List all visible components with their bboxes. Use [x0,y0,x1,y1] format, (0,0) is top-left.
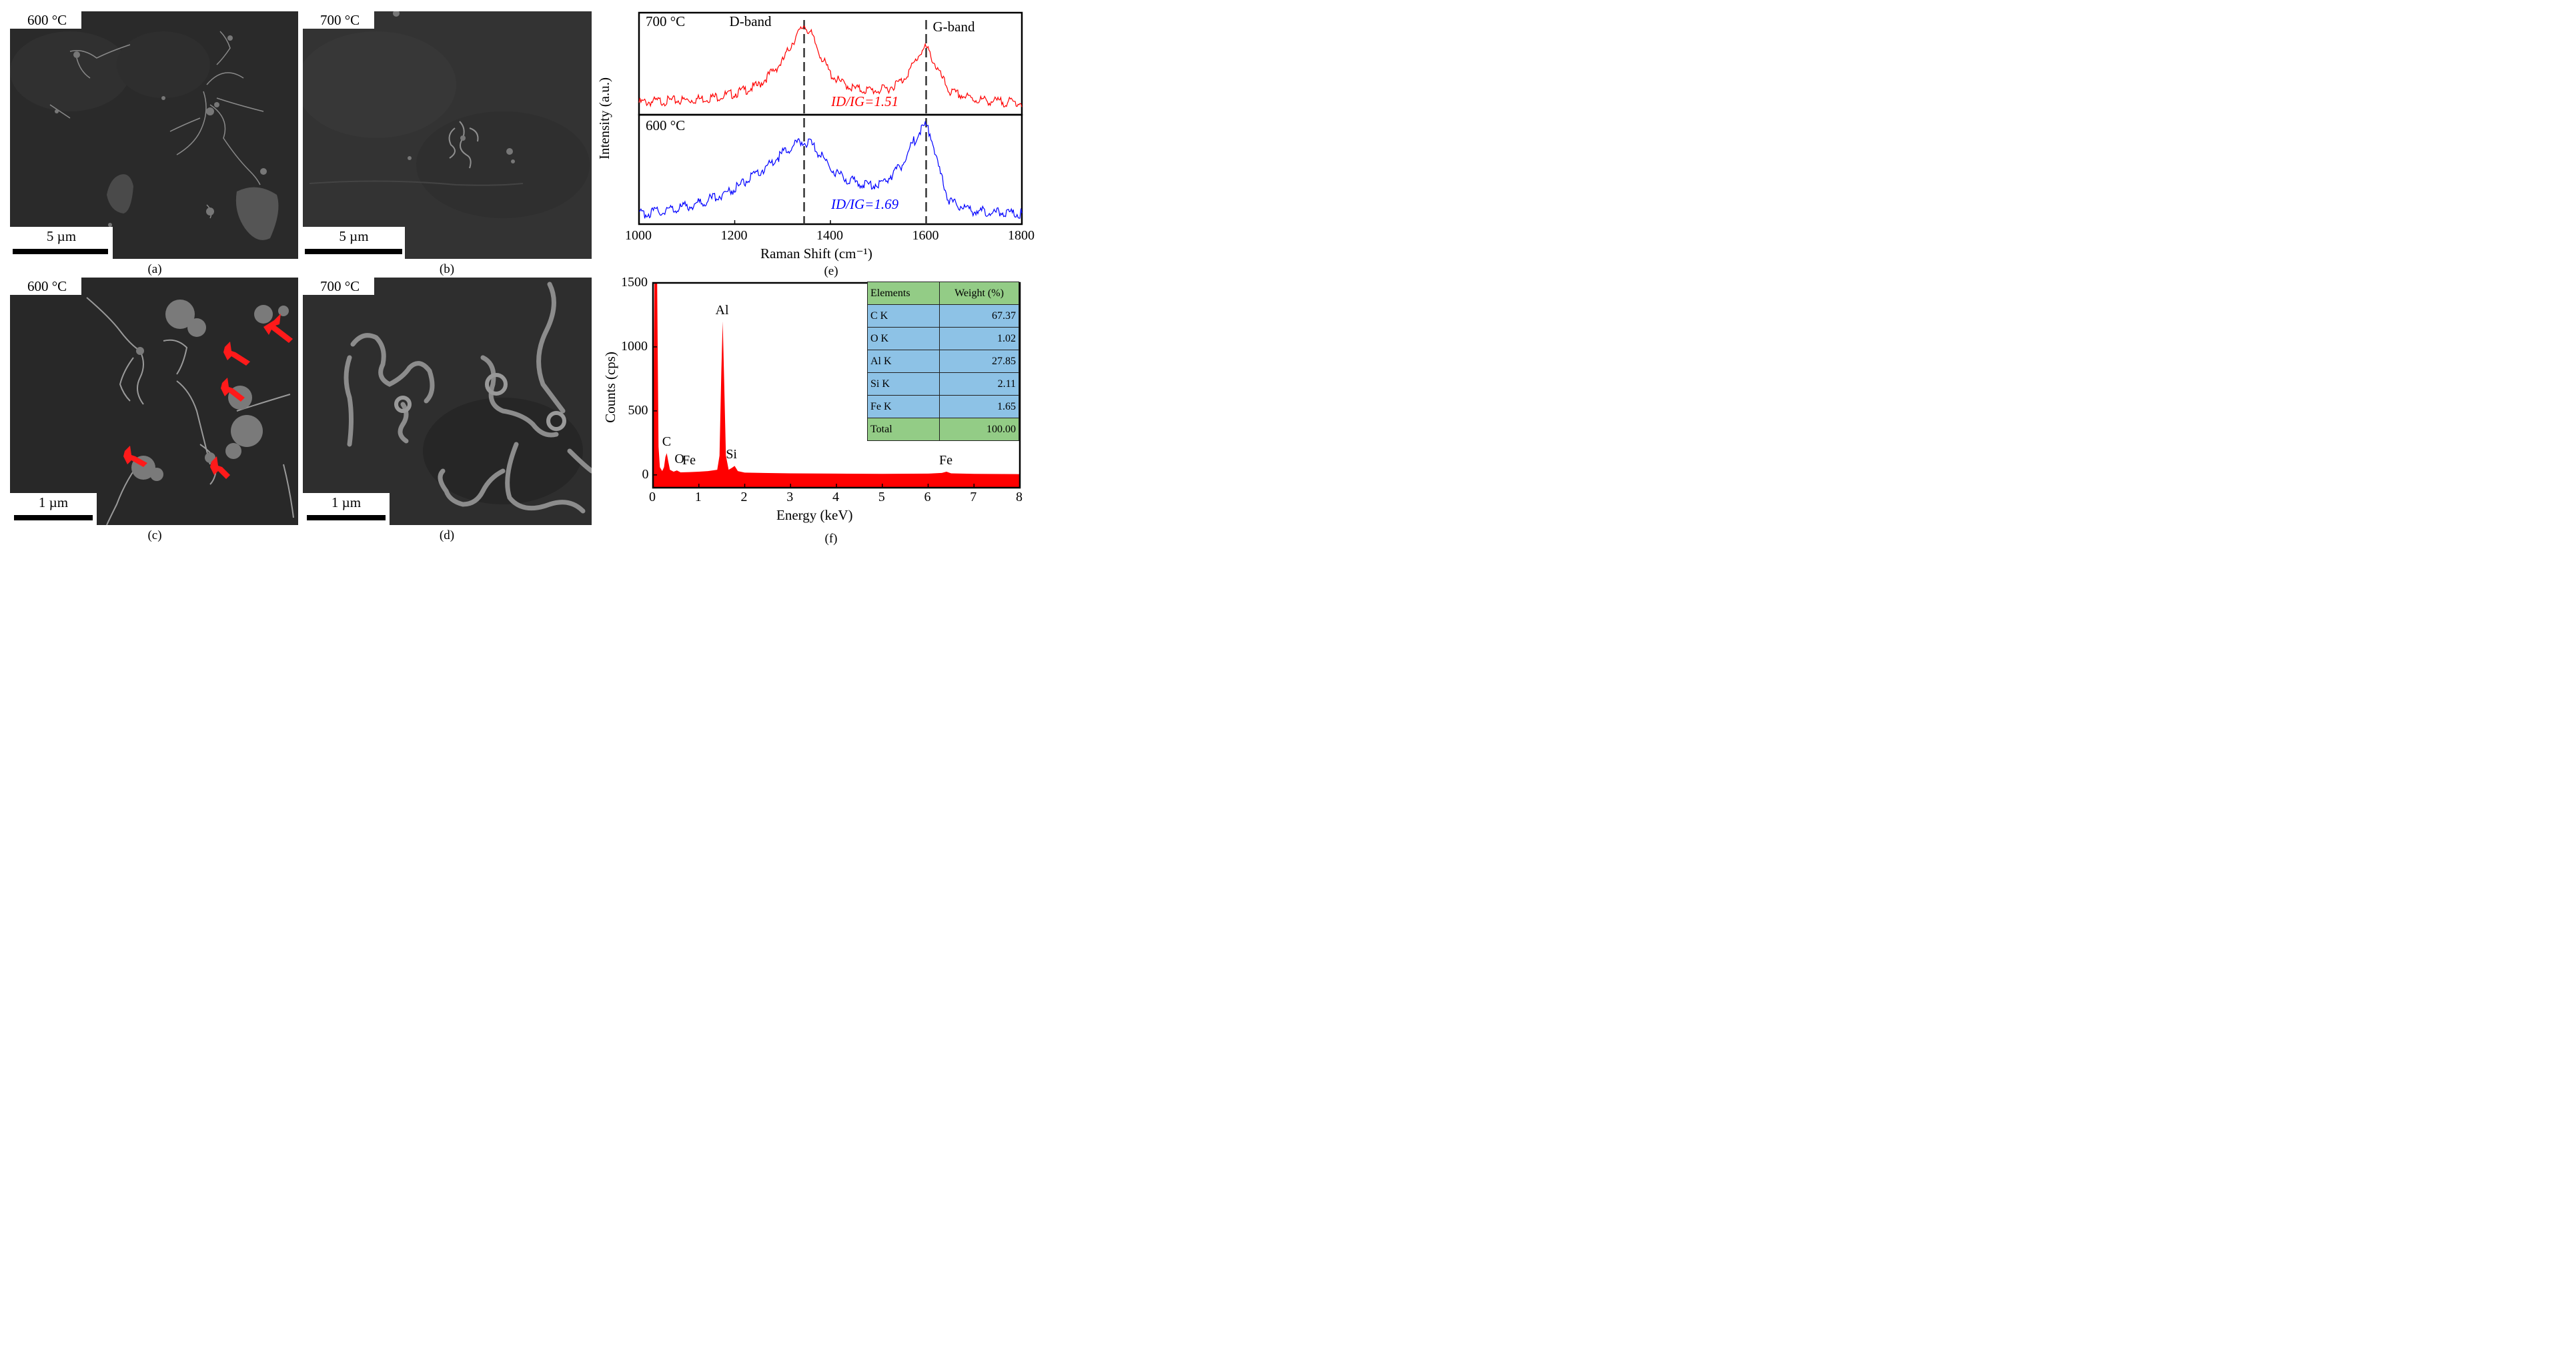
x-tick-label: 1 [694,490,702,504]
sem-image-b [303,11,592,259]
caption-c: (c) [147,528,162,542]
caption-e: (e) [824,264,838,278]
x-tick-label: 2 [740,490,748,504]
x-tick-label: 1000 [625,228,652,243]
eds-x-axis-label: Energy (keV) [776,507,853,523]
table-row: Al K 27.85 [867,350,1019,373]
scale-bar-box: 1 µm [303,493,390,525]
raman-ratio-700: ID/IG=1.51 [831,93,899,109]
peak-label: Fe [682,453,696,468]
x-tick-label: 8 [1016,490,1023,504]
caption-f: (f) [824,532,838,546]
table-header-cell: Elements [867,282,940,305]
table-cell: Fe K [867,395,940,418]
peak-label: Fe [939,453,952,468]
table-footer-row: Total 100.00 [867,418,1019,441]
temperature-label: 600 °C [10,278,82,295]
eds-y-axis-label: Counts (cps) [602,352,618,423]
table-cell: 67.37 [939,304,1019,328]
x-tick-label: 1600 [912,228,939,243]
table-cell: 1.02 [939,327,1019,350]
caption-d: (d) [439,528,455,542]
table-cell: 27.85 [939,350,1019,373]
y-tick-label: 500 [628,402,648,418]
x-tick-label: 6 [924,490,931,504]
table-row: C K 67.37 [867,304,1019,328]
x-tick-label: 3 [786,490,794,504]
table-cell: 1.65 [939,395,1019,418]
scale-bar-label: 1 µm [38,494,69,510]
x-tick-label: 4 [832,490,839,504]
peak-label: O [674,452,684,467]
table-cell: Al K [867,350,940,373]
sem-panel-b: 700 °C 5 µm [303,11,592,259]
raman-600-frame [638,113,1023,225]
g-band-label: G-band [932,19,975,35]
table-footer-cell: Total [867,418,940,441]
raman-x-axis-label: Raman Shift (cm⁻¹) [760,246,872,262]
table-row: O K 1.02 [867,327,1019,350]
x-tick-label: 1800 [1008,228,1035,243]
scale-bar [305,249,402,254]
caption-a: (a) [147,262,162,276]
d-band-label: D-band [729,13,772,29]
peak-label: C [662,434,672,450]
scale-bar [14,515,93,520]
y-tick-label: 1500 [621,275,648,290]
sem-panel-d: 700 °C 1 µm [303,278,592,525]
raman-series-label-600: 600 °C [646,117,686,133]
y-tick-label: 0 [642,466,649,482]
table-cell: Si K [867,372,940,396]
peak-label: Al [715,302,729,318]
raman-series-600 [639,120,1023,219]
temperature-label: 700 °C [303,278,375,295]
table-header-row: Elements Weight (%) [867,282,1019,305]
table-row: Si K 2.11 [867,372,1019,396]
scale-bar-label: 5 µm [339,228,369,244]
table-cell: C K [867,304,940,328]
x-tick-label: 0 [649,490,656,504]
eds-composition-table: Elements Weight (%) C K 67.37 O K 1.02 A… [867,282,1019,441]
scale-bar [307,515,386,520]
raman-ratio-600: ID/IG=1.69 [831,196,899,212]
x-tick-label: 1400 [816,228,843,243]
sem-image-c [10,278,298,525]
y-tick-label: 1000 [621,338,648,354]
table-cell: O K [867,327,940,350]
scale-bar-box: 5 µm [303,227,405,259]
raman-series-700 [638,25,1023,107]
peak-label: Si [726,447,737,462]
sem-panel-c: 600 °C 1 µm [10,278,298,525]
x-tick-label: 7 [970,490,977,504]
temperature-label: 700 °C [303,11,375,29]
scale-bar [13,249,108,254]
raman-y-axis-label: Intensity (a.u.) [596,77,613,160]
sem-panel-a: 600 °C 5 µm [10,11,298,259]
x-tick-label: 5 [878,490,885,504]
scale-bar-label: 5 µm [46,228,77,244]
table-row: Fe K 1.65 [867,395,1019,418]
scale-bar-box: 1 µm [10,493,97,525]
sem-image-d [303,278,592,525]
caption-b: (b) [439,262,455,276]
table-header-cell: Weight (%) [939,282,1019,305]
temperature-label: 600 °C [10,11,82,29]
table-cell: 2.11 [939,372,1019,396]
scale-bar-box: 5 µm [10,227,113,259]
x-tick-label: 1200 [720,228,748,243]
scale-bar-label: 1 µm [331,494,362,510]
table-footer-cell: 100.00 [939,418,1019,441]
sem-image-a [10,11,298,259]
raman-series-label-700: 700 °C [646,13,686,29]
